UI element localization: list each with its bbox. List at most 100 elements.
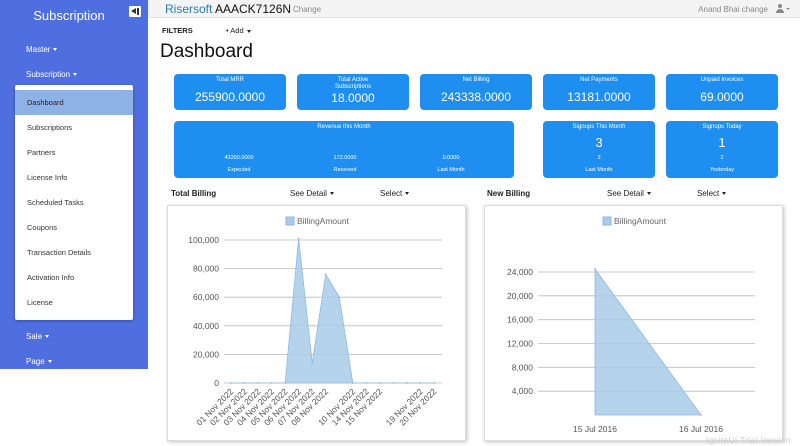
subscription-submenu: Dashboard Subscriptions Partners License…: [15, 85, 133, 320]
data-point: [365, 382, 368, 384]
chevron-down-icon: [53, 48, 58, 52]
y-tick-label: 24,000: [507, 267, 533, 277]
menu-sale[interactable]: Sale: [26, 332, 50, 341]
signups-today-value: 1: [718, 135, 726, 150]
legend-swatch: [285, 216, 295, 226]
submenu-item-transaction-details[interactable]: Transaction Details: [27, 248, 91, 257]
total-billing-chart-panel: BillingAmount 0 20,000 40,000 60,000 80,000 10…: [167, 205, 466, 441]
chevron-down-icon: [646, 192, 651, 196]
chevron-down-icon: [73, 73, 78, 77]
account-code: AAACK7126N: [215, 2, 292, 16]
revenue-last-month-label: Last Month: [437, 167, 465, 173]
submenu-item-dashboard[interactable]: Dashboard: [15, 90, 133, 115]
menu-page[interactable]: Page: [26, 357, 52, 366]
legend-label: BillingAmount: [297, 216, 350, 226]
data-point: [351, 382, 354, 384]
menu-master[interactable]: Master: [26, 45, 58, 54]
collapse-sidebar-icon[interactable]: [129, 6, 141, 17]
data-point: [433, 382, 435, 384]
change-account-link[interactable]: Change: [293, 5, 322, 14]
data-point: [324, 273, 327, 276]
y-tick-label: 0: [214, 378, 219, 388]
area-series: [594, 267, 702, 416]
new-billing-see-detail-dropdown[interactable]: See Detail: [607, 189, 651, 198]
revenue-received-label: Received: [333, 167, 357, 173]
submenu-item-partners[interactable]: Partners: [27, 148, 56, 157]
signups-today-card: Signups Today 1 2 Yesterday: [666, 121, 778, 178]
new-billing-chart-panel: BillingAmount 4,000 8,000 12,000 16,000 20,00…: [484, 205, 783, 441]
data-point: [338, 296, 341, 299]
signups-yesterday-label: Yesterday: [709, 167, 735, 173]
kpi-net-payments: Net Payments 13181.0000: [543, 74, 655, 110]
kpi-unpaid-invoices: Unpaid Invoices 69.0000: [666, 74, 778, 110]
data-point: [700, 414, 702, 416]
submenu-item-coupons[interactable]: Coupons: [27, 223, 58, 232]
new-billing-chart: BillingAmount 4,000 8,000 12,000 16,000 20,00…: [507, 216, 755, 434]
new-billing-select-dropdown[interactable]: Select: [697, 189, 727, 198]
menu-subscription[interactable]: Subscription: [26, 70, 78, 79]
y-tick-label: 16,000: [507, 315, 533, 325]
chevron-down-icon: [47, 360, 52, 364]
total-billing-select-dropdown[interactable]: Select: [380, 189, 410, 198]
x-tick-label: 15 Jul 2016: [573, 424, 617, 434]
y-tick-label: 12,000: [507, 339, 533, 349]
trial-watermark: IgniteUI Trial Version: [706, 436, 791, 445]
revenue-received-value: 172.0000: [333, 155, 357, 161]
user-icon[interactable]: [776, 4, 790, 14]
submenu-item-subscriptions[interactable]: Subscriptions: [27, 123, 73, 132]
submenu-item-license-info[interactable]: License Info: [27, 173, 68, 182]
revenue-expected-value: 43200.0000: [224, 155, 254, 161]
signups-last-month-label: Last Month: [585, 167, 613, 173]
sidebar: Subscription Master Subscription Dashboa…: [0, 0, 148, 369]
submenu-item-scheduled-tasks[interactable]: Scheduled Tasks: [27, 198, 84, 207]
area-series: [231, 238, 434, 384]
data-point: [284, 382, 287, 384]
total-billing-chart: BillingAmount 0 20,000 40,000 60,000 80,000 10…: [188, 216, 442, 427]
data-point: [297, 237, 300, 240]
sidebar-title: Subscription: [33, 8, 105, 23]
kpi-net-billing: Net Billing 243338.0000: [420, 74, 532, 110]
signups-this-month-card: Signups This Month 3 3 Last Month: [543, 121, 655, 178]
user-menu-label[interactable]: Anand Bhai change: [698, 5, 768, 14]
submenu-item-activation-info[interactable]: Activation Info: [27, 273, 75, 282]
revenue-expected-label: Expected: [227, 167, 251, 173]
signups-last-month-value: 3: [597, 155, 601, 161]
y-tick-label: 60,000: [193, 292, 219, 302]
page-title: Dashboard: [160, 41, 253, 62]
top-bar: Risersoft AAACK7126N Change Anand Bhai c…: [148, 0, 800, 18]
data-point: [594, 268, 596, 270]
data-point: [419, 382, 422, 384]
y-tick-label: 20,000: [507, 291, 533, 301]
revenue-this-month-card: Revenue this Month 43200.0000 Expected 1…: [174, 121, 514, 178]
y-tick-label: 20,000: [193, 349, 219, 359]
legend-swatch: [602, 216, 612, 226]
chevron-down-icon: [329, 192, 334, 196]
chevron-down-icon: [246, 29, 251, 33]
submenu-item-license[interactable]: License: [27, 298, 53, 307]
data-point: [378, 382, 381, 384]
revenue-card-title: Revenue this Month: [317, 124, 371, 130]
kpi-total-mrr: Total MRR 255900.0000: [174, 74, 286, 110]
add-dropdown[interactable]: • Add: [226, 26, 251, 35]
brand-name: Risersoft: [165, 2, 213, 16]
total-billing-see-detail-dropdown[interactable]: See Detail: [290, 189, 334, 198]
legend-label: BillingAmount: [614, 216, 667, 226]
kpi-total-active-subscriptions: Total Active Subscriptions 18.0000: [297, 74, 409, 110]
data-point: [243, 382, 246, 384]
total-billing-title: Total Billing: [171, 189, 217, 198]
x-tick-label: 16 Jul 2016: [679, 424, 723, 434]
y-tick-label: 8,000: [512, 362, 534, 372]
signups-this-month-value: 3: [595, 135, 603, 150]
data-point: [270, 382, 273, 384]
chevron-down-icon: [405, 192, 410, 196]
data-point: [311, 362, 314, 364]
data-point: [230, 382, 232, 384]
y-tick-label: 4,000: [512, 386, 534, 396]
filters-label[interactable]: FILTERS: [162, 26, 193, 35]
chevron-down-icon: [722, 192, 727, 196]
signups-yesterday-value: 2: [720, 155, 724, 161]
chevron-down-icon: [45, 335, 50, 339]
revenue-last-month-value: 0.0000: [442, 155, 460, 161]
y-tick-label: 100,000: [188, 235, 219, 245]
y-tick-label: 80,000: [193, 264, 219, 274]
